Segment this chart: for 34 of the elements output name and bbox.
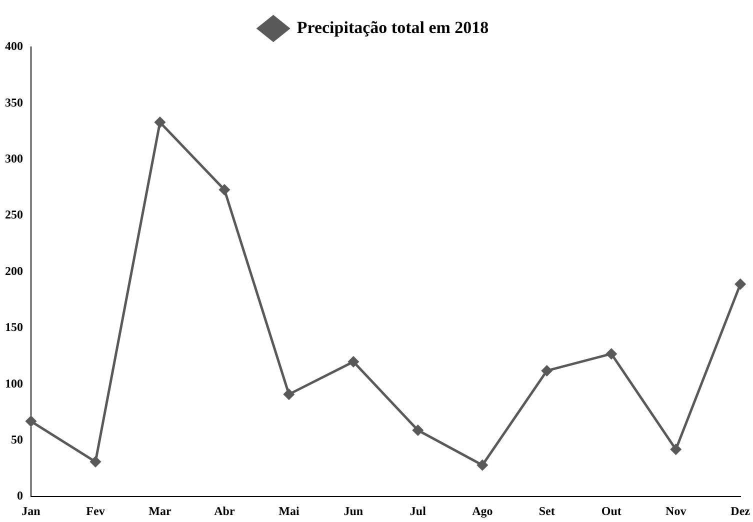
point [90,456,101,468]
point [606,348,617,360]
x-tick-label: Jan [22,504,41,518]
x-tick-label: Abr [214,504,236,518]
point [348,356,359,367]
x-tick-label: Jun [344,504,364,518]
y-tick-label: 350 [5,95,23,110]
point [735,278,746,290]
x-tick-label: Nov [666,504,686,518]
point [670,444,682,455]
x-tick-label: Set [538,504,555,518]
x-tick-label: Jul [410,504,427,518]
x-tick-label: Dez [730,504,751,518]
y-tick-label: 300 [5,151,23,166]
y-tick-label: 150 [5,320,23,334]
point [154,117,166,128]
point [26,416,36,427]
x-tick-label: Out [601,504,622,518]
x-tick-label: Fev [86,504,105,518]
x-tick-label: Mar [148,504,172,518]
point [542,365,552,376]
y-tick-label: 0 [17,488,23,503]
x-tick-label: Mai [278,504,300,518]
point [477,460,488,470]
y-tick-label: 250 [5,208,23,222]
y-tick-label: 400 [5,39,23,54]
y-tick-label: 100 [5,376,23,390]
point [284,389,294,400]
y-tick-label: 200 [5,264,23,278]
legend-label: Precipitação total em 2018 [296,18,489,37]
x-tick-label: Ago [472,504,493,518]
point [412,425,424,436]
y-tick-label: 50 [11,432,23,446]
point [219,184,230,195]
